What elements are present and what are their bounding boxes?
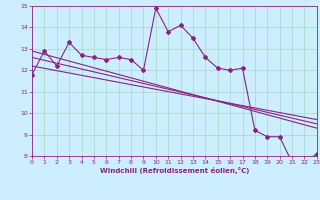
X-axis label: Windchill (Refroidissement éolien,°C): Windchill (Refroidissement éolien,°C) — [100, 167, 249, 174]
